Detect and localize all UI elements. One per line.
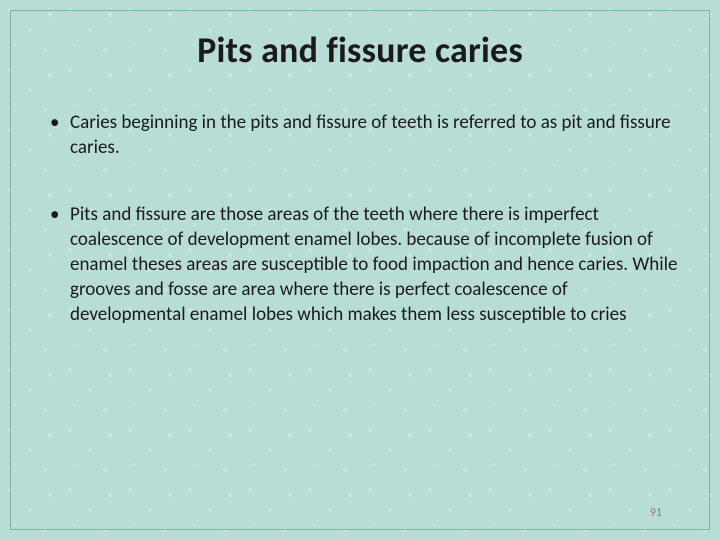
bullet-list: Caries beginning in the pits and fissure… <box>40 110 680 328</box>
slide-content: Pits and fissure caries Caries beginning… <box>0 0 720 540</box>
slide-title: Pits and fissure caries <box>40 28 680 72</box>
bullet-item: Pits and fissure are those areas of the … <box>48 202 680 327</box>
page-number: 91 <box>650 506 662 520</box>
bullet-item: Caries beginning in the pits and fissure… <box>48 110 680 160</box>
